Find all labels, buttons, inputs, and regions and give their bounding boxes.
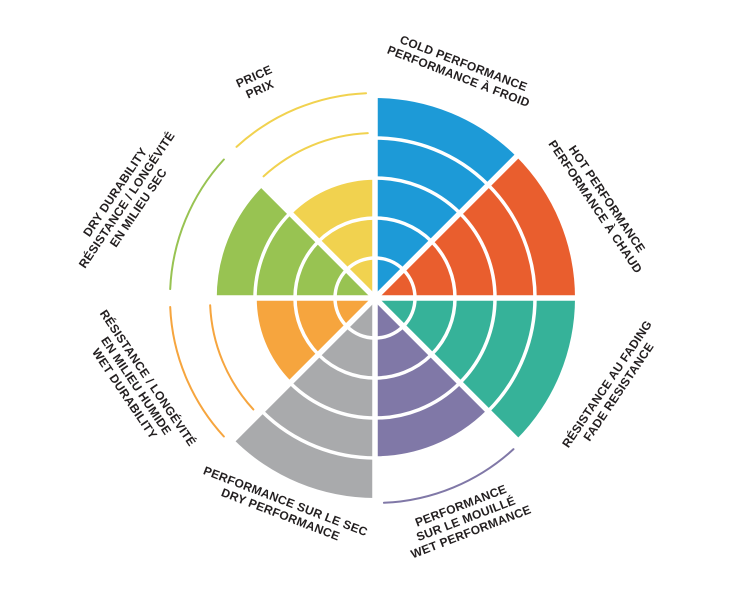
sector-divider bbox=[373, 296, 532, 455]
sector-wedge-wet-performance bbox=[375, 298, 489, 458]
sector-wedge-dry-performance bbox=[233, 298, 375, 498]
unfilled-ring-arc-price bbox=[262, 132, 369, 178]
sector-wedge-hot-performance bbox=[375, 156, 575, 298]
unfilled-ring-arc-wet-durability bbox=[209, 304, 255, 411]
unfilled-ring-arc-wet-performance bbox=[382, 448, 515, 504]
unfilled-ring-arc-dry-durability bbox=[169, 158, 225, 291]
sector-divider bbox=[218, 296, 377, 455]
sector-wedge-cold-performance bbox=[375, 98, 517, 298]
sector-divider bbox=[218, 141, 377, 300]
unfilled-ring-arc-wet-durability bbox=[169, 305, 225, 438]
sector-wedge-wet-durability bbox=[255, 298, 375, 383]
sector-wedge-price bbox=[290, 178, 375, 298]
unfilled-ring-arc-price bbox=[235, 92, 368, 148]
sector-wedge-fade-resistance bbox=[375, 298, 575, 440]
sector-divider bbox=[373, 141, 532, 300]
sector-wedge-dry-durability bbox=[215, 184, 375, 298]
